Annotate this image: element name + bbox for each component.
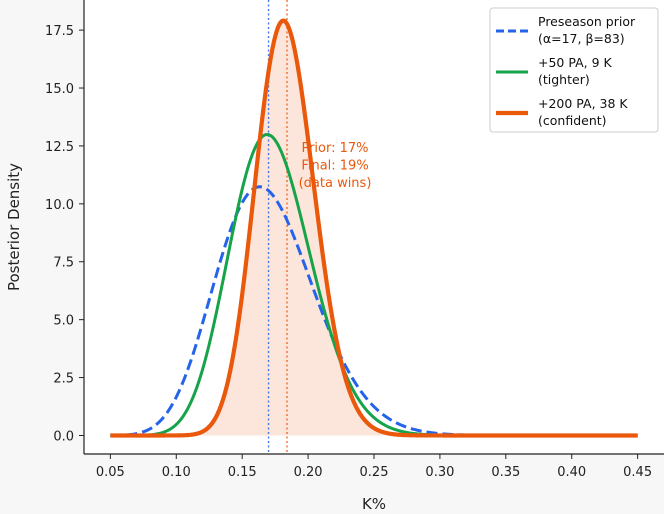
legend-label: (confident) xyxy=(538,113,607,128)
legend: Preseason prior (α=17, β=83) +50 PA, 9 K (t… xyxy=(489,7,659,133)
x-tick-label: 0.45 xyxy=(623,465,652,480)
y-tick-label: 10.0 xyxy=(45,198,74,213)
y-tick-label: 17.5 xyxy=(45,24,74,39)
fill-layer xyxy=(110,20,638,436)
y-tick-label: 0.0 xyxy=(53,429,74,444)
x-tick-label: 0.40 xyxy=(557,465,586,480)
reference-lines xyxy=(267,0,288,454)
x-ticks: 0.05 0.10 0.15 0.20 0.25 0.30 0.35 0.40 0.45 xyxy=(96,454,652,480)
legend-label: (tighter) xyxy=(538,72,590,87)
annotation-line-1: Prior: 17% xyxy=(301,141,368,156)
y-axis-label: Posterior Density xyxy=(5,163,23,291)
series-line-3 xyxy=(109,18,639,438)
x-tick-label: 0.15 xyxy=(228,465,257,480)
x-tick-label: 0.10 xyxy=(162,465,191,480)
x-tick-label: 0.20 xyxy=(294,465,323,480)
x-tick-label: 0.05 xyxy=(96,465,125,480)
legend-label: Preseason prior xyxy=(538,14,636,29)
legend-box xyxy=(489,7,659,133)
curves-layer xyxy=(109,18,639,438)
y-ticks: 0.0 2.5 5.0 7.5 10.0 12.5 15.0 17.5 xyxy=(45,24,84,444)
y-tick-label: 2.5 xyxy=(53,372,74,387)
annotation-line-2: Final: 19% xyxy=(301,159,368,174)
annotation-line-3: (data wins) xyxy=(299,176,372,191)
legend-label: (α=17, β=83) xyxy=(538,31,625,46)
x-tick-label: 0.25 xyxy=(360,465,389,480)
y-tick-label: 15.0 xyxy=(45,82,74,97)
y-tick-label: 12.5 xyxy=(45,140,74,155)
x-tick-label: 0.30 xyxy=(425,465,454,480)
legend-label: +200 PA, 38 K xyxy=(538,96,628,111)
x-tick-label: 0.35 xyxy=(491,465,520,480)
series-fill-3 xyxy=(110,20,638,436)
legend-label: +50 PA, 9 K xyxy=(538,55,613,70)
annotation: Prior: 17% Final: 19% (data wins) xyxy=(299,141,372,191)
x-axis-label: K% xyxy=(362,495,386,513)
y-tick-label: 7.5 xyxy=(53,256,74,271)
series-line-1 xyxy=(110,185,638,437)
y-tick-label: 5.0 xyxy=(53,314,74,329)
